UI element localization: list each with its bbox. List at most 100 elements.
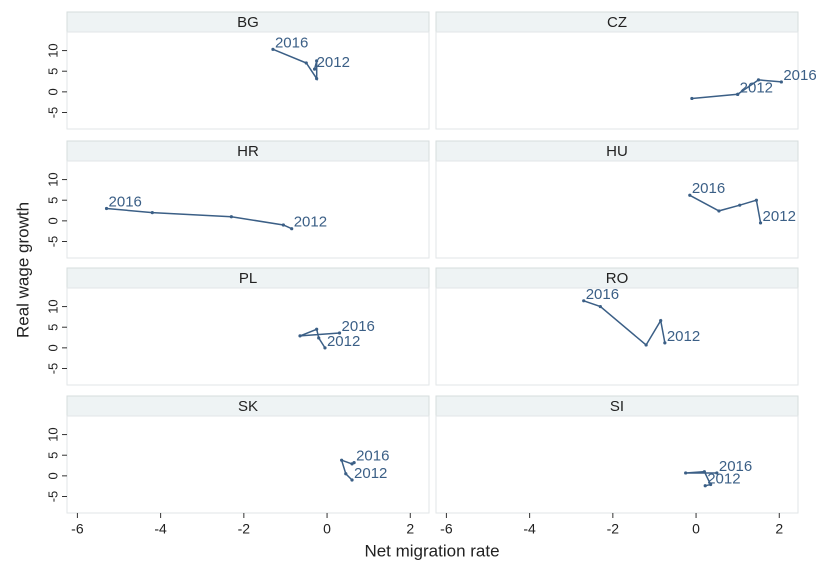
- point: [229, 215, 233, 219]
- panel-frame: [435, 287, 799, 386]
- y-tick-label: 5: [45, 452, 60, 459]
- panel-frame: [66, 287, 430, 386]
- point: [690, 96, 694, 101]
- point: [337, 331, 342, 335]
- panel-title: RO: [606, 270, 629, 287]
- point-label: 2016: [692, 180, 725, 197]
- y-tick-label: 10: [45, 427, 60, 441]
- point-label: 2016: [342, 318, 375, 335]
- point: [703, 484, 707, 488]
- y-tick-label: 10: [45, 299, 60, 313]
- panel-title: BG: [237, 14, 259, 31]
- point: [684, 471, 688, 475]
- point: [290, 227, 294, 231]
- point-label: 2012: [354, 465, 387, 482]
- x-tick-label: 2: [775, 521, 783, 537]
- point: [340, 458, 344, 462]
- point-label: 2016: [275, 34, 308, 51]
- point: [702, 470, 706, 474]
- point-label: 2016: [783, 67, 816, 84]
- x-tick-label: 0: [692, 521, 700, 537]
- y-tick-label: 10: [45, 43, 60, 57]
- point-label: 2012: [707, 471, 740, 488]
- y-tick-label: 10: [45, 172, 60, 186]
- y-tick-label: 5: [45, 197, 60, 204]
- point: [271, 47, 275, 51]
- point: [315, 327, 319, 331]
- x-tick-label: 2: [406, 521, 414, 537]
- point: [663, 341, 667, 345]
- point-label: 2012: [763, 208, 796, 225]
- panel-frame: [435, 415, 799, 514]
- panel-frame: [66, 31, 430, 130]
- point: [304, 61, 308, 65]
- point: [756, 78, 761, 82]
- point: [582, 299, 586, 303]
- x-tick-label: -4: [523, 521, 536, 537]
- panel-frame: [66, 160, 430, 259]
- y-tick-label: -5: [45, 491, 60, 503]
- panel-title: HU: [606, 143, 628, 160]
- point: [779, 80, 783, 84]
- x-tick-label: 0: [323, 521, 331, 537]
- point: [715, 471, 719, 475]
- point: [150, 210, 154, 215]
- x-tick-label: -2: [238, 521, 251, 537]
- point-label: 2016: [356, 448, 389, 465]
- point: [352, 461, 356, 465]
- point: [717, 209, 721, 213]
- panel-title: CZ: [607, 14, 627, 31]
- panel-frame: [435, 160, 799, 259]
- y-tick-label: 0: [45, 472, 60, 479]
- x-tick-label: -2: [607, 521, 620, 537]
- point: [281, 223, 285, 227]
- y-tick-label: 0: [45, 88, 60, 95]
- point-label: 2016: [719, 458, 752, 475]
- y-tick-label: 5: [45, 68, 60, 75]
- panel-frame: [435, 31, 799, 130]
- series-line: [272, 48, 318, 82]
- x-tick-label: -4: [154, 521, 167, 537]
- point: [350, 478, 354, 482]
- y-tick-label: -5: [45, 363, 60, 375]
- point: [738, 203, 742, 207]
- point: [709, 482, 713, 487]
- point: [644, 343, 648, 347]
- point: [104, 206, 109, 211]
- panel-title: SI: [610, 398, 624, 415]
- point: [688, 193, 692, 197]
- panel-title: HR: [237, 143, 259, 160]
- point-label: 2012: [740, 79, 773, 96]
- y-tick-label: 0: [45, 344, 60, 351]
- y-tick-label: 0: [45, 217, 60, 224]
- point: [312, 67, 317, 71]
- point: [659, 319, 663, 323]
- y-tick-label: -5: [45, 107, 60, 119]
- point-label: 2016: [586, 286, 619, 303]
- series-line: [689, 194, 762, 224]
- series-line: [583, 300, 666, 347]
- x-tick-label: -6: [71, 521, 84, 537]
- point: [598, 304, 602, 309]
- panel-frame: [66, 415, 430, 514]
- point: [758, 221, 763, 225]
- panel-title: PL: [239, 270, 257, 287]
- point: [323, 346, 327, 350]
- point-label: 2016: [109, 193, 142, 210]
- x-tick-label: -6: [440, 521, 453, 537]
- panel-title: SK: [238, 398, 258, 415]
- series-line: [106, 207, 293, 230]
- point: [317, 336, 321, 340]
- point-label: 2012: [294, 214, 327, 231]
- point: [298, 334, 302, 338]
- y-tick-label: 5: [45, 324, 60, 331]
- point: [315, 77, 319, 81]
- point: [754, 198, 758, 202]
- point: [344, 472, 348, 476]
- point: [736, 92, 740, 96]
- y-axis-label: Real wage growth: [13, 202, 32, 338]
- point-label: 2012: [667, 328, 700, 345]
- point: [315, 59, 319, 63]
- y-tick-label: -5: [45, 236, 60, 248]
